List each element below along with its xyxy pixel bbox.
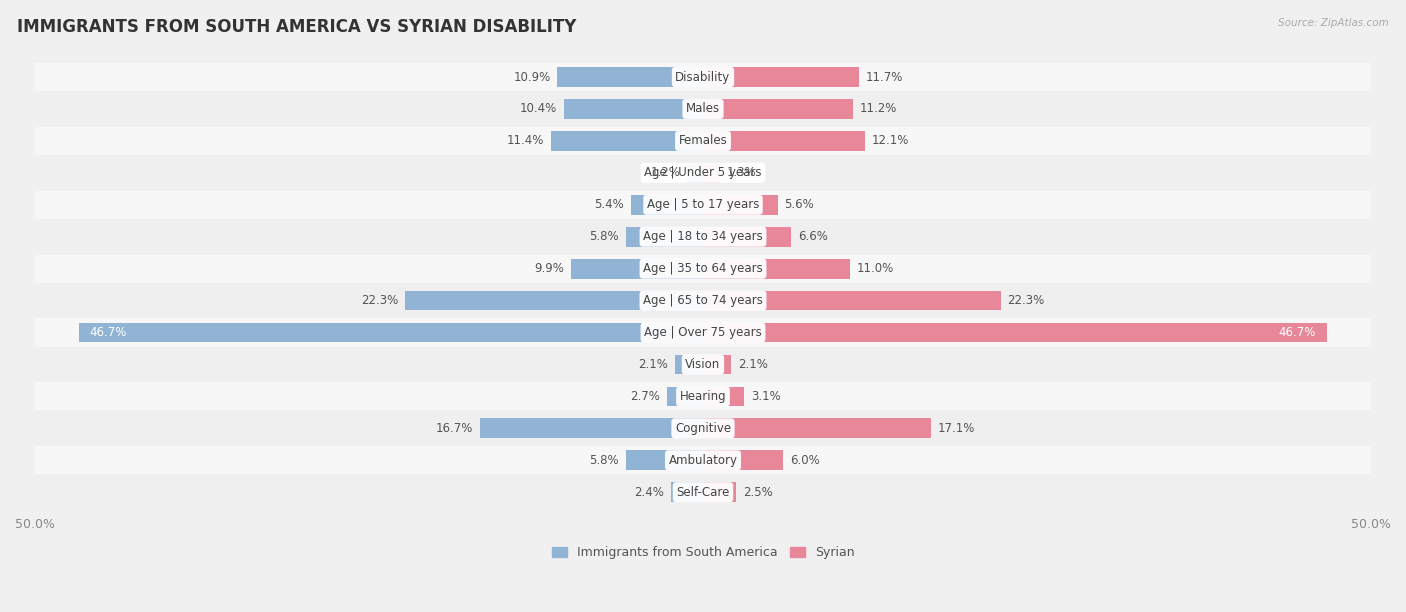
Bar (703, 482, 737, 502)
Bar (35, 414, 1371, 442)
Bar (571, 259, 703, 278)
Bar (35, 478, 1371, 506)
Bar (703, 387, 744, 406)
Text: 11.0%: 11.0% (856, 262, 894, 275)
Text: Age | 65 to 74 years: Age | 65 to 74 years (643, 294, 763, 307)
Text: 22.3%: 22.3% (361, 294, 398, 307)
Bar (35, 127, 1371, 155)
Text: 2.5%: 2.5% (744, 486, 773, 499)
Text: 46.7%: 46.7% (1279, 326, 1316, 339)
Bar (703, 99, 852, 119)
Bar (35, 255, 1371, 283)
Bar (35, 286, 1371, 315)
Text: Ambulatory: Ambulatory (668, 453, 738, 467)
Text: 10.9%: 10.9% (513, 70, 551, 83)
Bar (626, 227, 703, 247)
Text: 46.7%: 46.7% (90, 326, 127, 339)
Text: IMMIGRANTS FROM SOUTH AMERICA VS SYRIAN DISABILITY: IMMIGRANTS FROM SOUTH AMERICA VS SYRIAN … (17, 18, 576, 36)
Bar (35, 159, 1371, 187)
Text: 6.6%: 6.6% (797, 230, 828, 243)
Text: Age | Under 5 years: Age | Under 5 years (644, 166, 762, 179)
Bar (626, 450, 703, 470)
Bar (35, 382, 1371, 411)
Bar (35, 95, 1371, 123)
Text: 17.1%: 17.1% (938, 422, 976, 435)
Bar (703, 323, 1327, 343)
Text: Self-Care: Self-Care (676, 486, 730, 499)
Bar (675, 354, 703, 375)
Text: 11.7%: 11.7% (866, 70, 904, 83)
Bar (35, 223, 1371, 251)
Text: 6.0%: 6.0% (790, 453, 820, 467)
Text: 5.6%: 5.6% (785, 198, 814, 211)
Text: Age | 5 to 17 years: Age | 5 to 17 years (647, 198, 759, 211)
Bar (405, 291, 703, 310)
Bar (703, 131, 865, 151)
Bar (671, 482, 703, 502)
Text: 3.1%: 3.1% (751, 390, 780, 403)
Text: Males: Males (686, 102, 720, 116)
Bar (703, 195, 778, 215)
Text: Disability: Disability (675, 70, 731, 83)
Text: 2.1%: 2.1% (638, 358, 668, 371)
Bar (557, 67, 703, 87)
Text: 2.1%: 2.1% (738, 358, 768, 371)
Bar (703, 419, 931, 438)
Bar (666, 387, 703, 406)
Text: 12.1%: 12.1% (872, 135, 908, 147)
Text: 11.2%: 11.2% (859, 102, 897, 116)
Text: 5.4%: 5.4% (595, 198, 624, 211)
Text: 1.3%: 1.3% (727, 166, 756, 179)
Text: 2.4%: 2.4% (634, 486, 664, 499)
Text: Age | 35 to 64 years: Age | 35 to 64 years (643, 262, 763, 275)
Text: Females: Females (679, 135, 727, 147)
Bar (703, 67, 859, 87)
Text: Source: ZipAtlas.com: Source: ZipAtlas.com (1278, 18, 1389, 28)
Text: Cognitive: Cognitive (675, 422, 731, 435)
Text: 10.4%: 10.4% (520, 102, 557, 116)
Bar (35, 351, 1371, 378)
Bar (551, 131, 703, 151)
Text: Age | 18 to 34 years: Age | 18 to 34 years (643, 230, 763, 243)
Bar (35, 191, 1371, 219)
Bar (703, 259, 851, 278)
Bar (79, 323, 703, 343)
Bar (703, 291, 1001, 310)
Bar (688, 163, 703, 183)
Text: Hearing: Hearing (679, 390, 727, 403)
Bar (703, 163, 720, 183)
Text: 11.4%: 11.4% (506, 135, 544, 147)
Bar (703, 450, 783, 470)
Text: 5.8%: 5.8% (589, 453, 619, 467)
Bar (35, 63, 1371, 91)
Bar (35, 318, 1371, 346)
Text: 22.3%: 22.3% (1008, 294, 1045, 307)
Bar (703, 227, 792, 247)
Bar (631, 195, 703, 215)
Text: Vision: Vision (685, 358, 721, 371)
Bar (564, 99, 703, 119)
Text: 16.7%: 16.7% (436, 422, 474, 435)
Bar (35, 446, 1371, 474)
Text: 2.7%: 2.7% (630, 390, 661, 403)
Text: 5.8%: 5.8% (589, 230, 619, 243)
Bar (703, 354, 731, 375)
Text: Age | Over 75 years: Age | Over 75 years (644, 326, 762, 339)
Text: 9.9%: 9.9% (534, 262, 564, 275)
Bar (479, 419, 703, 438)
Legend: Immigrants from South America, Syrian: Immigrants from South America, Syrian (547, 541, 859, 564)
Text: 1.2%: 1.2% (651, 166, 681, 179)
